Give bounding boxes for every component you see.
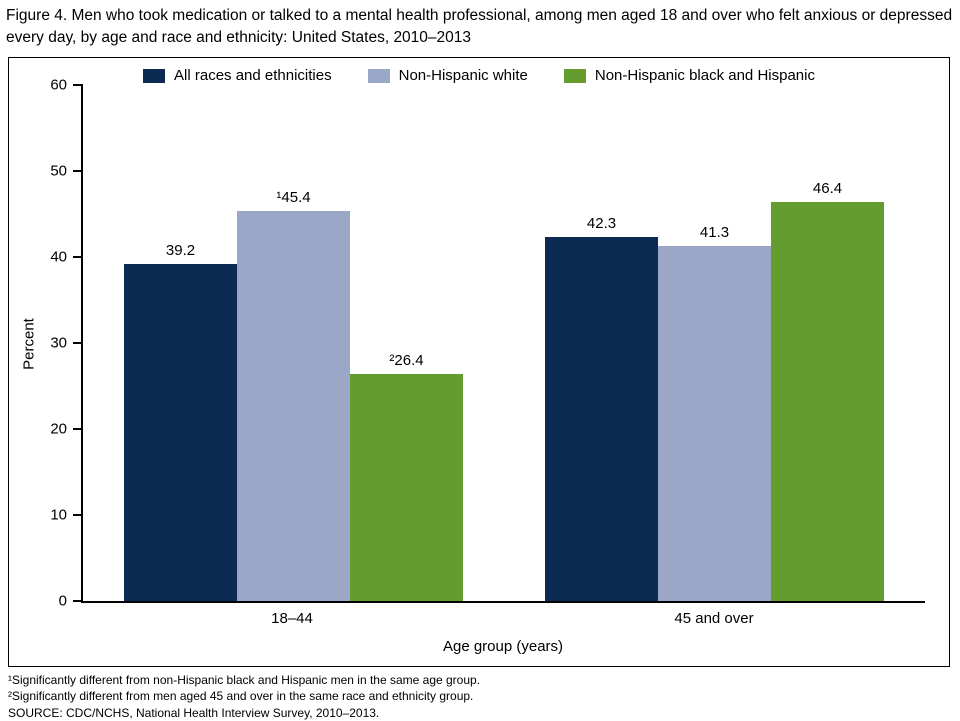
y-tick-mark <box>73 600 83 602</box>
y-tick-mark <box>73 84 83 86</box>
legend-swatch <box>143 68 166 83</box>
y-tick-label: 20 <box>50 420 67 438</box>
legend-label: Non-Hispanic black and Hispanic <box>594 67 815 84</box>
y-tick-label: 0 <box>58 592 67 610</box>
legend-item-non-hispanic-black-and-hispanic: Non-Hispanic black and Hispanic <box>563 67 815 84</box>
y-tick-label: 40 <box>50 248 67 266</box>
chart-legend: All races and ethnicities Non-Hispanic wh… <box>9 67 949 84</box>
legend-swatch <box>367 68 390 83</box>
bar-all-races-and-ethnicities-45-and-over: 42.3 <box>545 215 658 601</box>
bar-groups: 39.2 ¹45.4 ²26.4 42.3 41.3 46.4 <box>83 85 925 601</box>
x-axis-title: Age group (years) <box>442 638 564 655</box>
bar-value-label: 41.3 <box>699 223 730 241</box>
footnotes: ¹Significantly different from non-Hispan… <box>8 672 480 721</box>
legend-label: All races and ethnicities <box>174 67 332 84</box>
y-tick-label: 60 <box>50 76 67 94</box>
chart-container: All races and ethnicities Non-Hispanic wh… <box>8 57 950 667</box>
footnote-line: ²Significantly different from men aged 4… <box>8 689 474 704</box>
y-tick-mark <box>73 170 83 172</box>
bar-group-18-44: 39.2 ¹45.4 ²26.4 <box>83 85 504 601</box>
bar-all-races-and-ethnicities-18-44: 39.2 <box>124 242 237 601</box>
bar-value-label: 39.2 <box>165 241 196 259</box>
bar-value-label: 42.3 <box>586 215 617 233</box>
plot-area: 39.2 ¹45.4 ²26.4 42.3 41.3 46.4 0 10 20 30 40 50 60 <box>50 78 925 609</box>
bar-non-hispanic-black-and-hispanic-45-and-over: 46.4 <box>771 180 884 601</box>
bar-non-hispanic-white-45-and-over: 41.3 <box>658 224 771 601</box>
bar-value-label: ²26.4 <box>389 351 424 369</box>
footnote-line: SOURCE: CDC/NCHS, National Health Interv… <box>8 705 380 720</box>
y-tick-mark <box>73 514 83 516</box>
y-tick-label: 50 <box>50 162 67 180</box>
y-tick-mark <box>73 428 83 430</box>
y-tick-label: 10 <box>50 506 67 524</box>
bar-value-label: 46.4 <box>812 179 843 197</box>
legend-label: Non-Hispanic white <box>398 67 528 84</box>
x-category-label-18-44: 18–44 <box>271 610 313 627</box>
legend-swatch <box>563 68 586 83</box>
figure-title: Figure 4. Men who took medication or tal… <box>6 7 953 46</box>
x-category-label-45-and-over: 45 and over <box>674 610 754 627</box>
y-tick-mark <box>73 342 83 344</box>
footnote-line: ¹Significantly different from non-Hispan… <box>8 673 481 687</box>
legend-item-all-races-and-ethnicities: All races and ethnicities <box>143 67 332 84</box>
y-tick-mark <box>73 256 83 258</box>
y-tick-label: 30 <box>50 334 67 352</box>
bar-non-hispanic-black-and-hispanic-18-44: ²26.4 <box>350 352 463 601</box>
legend-item-non-hispanic-white: Non-Hispanic white <box>367 67 528 84</box>
bar-non-hispanic-white-18-44: ¹45.4 <box>237 189 350 601</box>
bar-group-45-and-over: 42.3 41.3 46.4 <box>504 85 925 601</box>
bar-value-label: ¹45.4 <box>276 188 311 206</box>
x-axis-category-labels: 18–44 45 and over <box>81 610 925 627</box>
